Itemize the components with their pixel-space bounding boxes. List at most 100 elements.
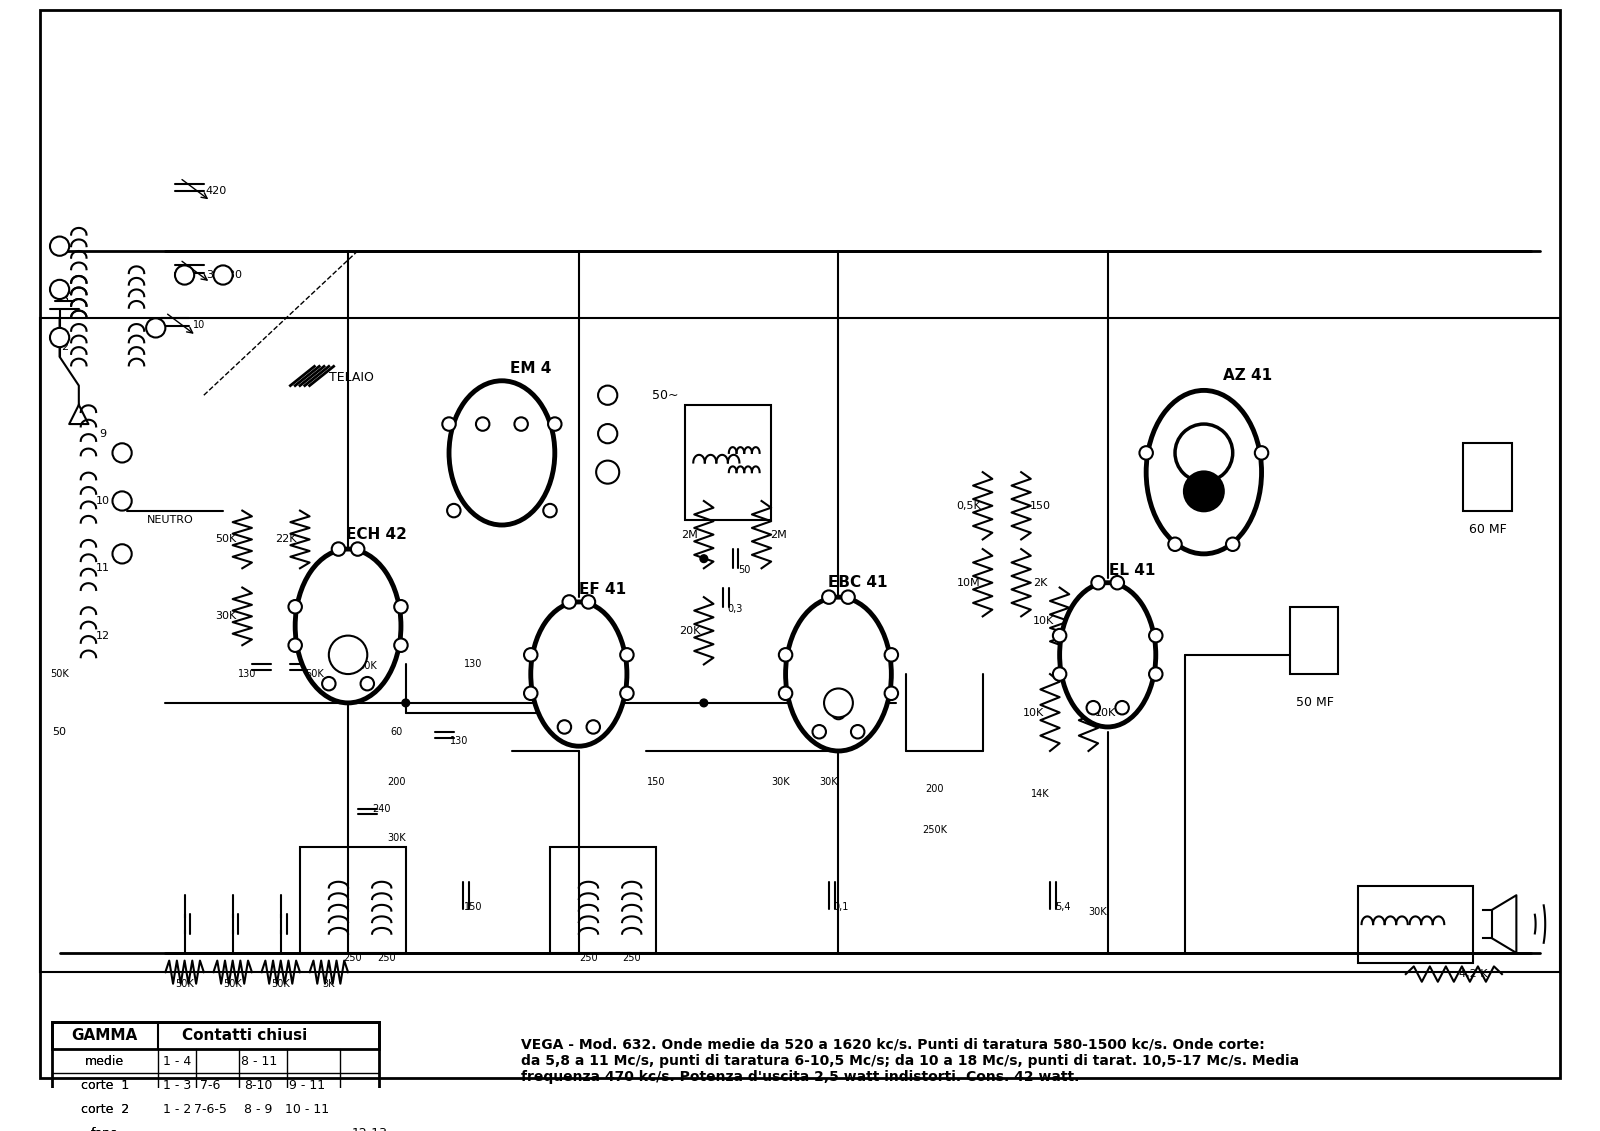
Circle shape	[515, 417, 528, 431]
Text: 150: 150	[1030, 501, 1051, 511]
Text: 22K: 22K	[275, 535, 296, 544]
Text: corte  1: corte 1	[80, 1079, 130, 1093]
Text: 1: 1	[1056, 631, 1062, 640]
Text: 130: 130	[222, 270, 243, 280]
Circle shape	[50, 236, 69, 256]
Text: 12: 12	[602, 467, 614, 477]
Text: 8: 8	[1118, 702, 1125, 713]
Text: 2M: 2M	[682, 529, 698, 539]
Circle shape	[779, 687, 792, 700]
Text: TELAIO: TELAIO	[330, 371, 374, 385]
Circle shape	[1149, 667, 1163, 681]
Text: 10: 10	[115, 497, 128, 506]
Text: 50K: 50K	[216, 535, 237, 544]
Ellipse shape	[294, 549, 402, 702]
Circle shape	[1139, 446, 1154, 459]
Text: 150: 150	[464, 901, 482, 912]
Text: 250: 250	[344, 952, 362, 962]
Text: 4: 4	[56, 241, 62, 251]
Text: 50K: 50K	[176, 978, 194, 988]
Circle shape	[1110, 576, 1125, 589]
Text: 1 - 2: 1 - 2	[163, 1103, 190, 1116]
Text: 60: 60	[390, 727, 402, 736]
Text: EL 41: EL 41	[1109, 563, 1155, 578]
Circle shape	[446, 504, 461, 517]
Text: 5: 5	[1094, 578, 1101, 588]
Text: 200: 200	[387, 777, 405, 787]
Text: 10K: 10K	[1094, 708, 1117, 717]
Circle shape	[885, 687, 898, 700]
Text: 4: 4	[61, 245, 67, 256]
Text: 50K: 50K	[224, 978, 242, 988]
Text: 1: 1	[528, 650, 534, 659]
Text: 8 - 11: 8 - 11	[240, 1055, 277, 1068]
Circle shape	[525, 687, 538, 700]
Circle shape	[621, 687, 634, 700]
Circle shape	[475, 417, 490, 431]
Circle shape	[822, 590, 835, 604]
Text: 2: 2	[782, 689, 789, 698]
Text: fono: fono	[91, 1128, 118, 1131]
Circle shape	[597, 460, 619, 484]
Text: 2: 2	[1056, 670, 1062, 679]
Text: 1: 1	[451, 506, 458, 516]
Circle shape	[322, 677, 336, 690]
Text: 4: 4	[1152, 670, 1158, 679]
Text: 1 - 3: 1 - 3	[163, 1079, 190, 1093]
Text: 30K: 30K	[387, 832, 405, 843]
Text: 10K: 10K	[1022, 708, 1045, 717]
Text: 6: 6	[586, 597, 592, 607]
Circle shape	[350, 543, 365, 555]
Bar	[685, 405, 771, 520]
Text: 50K: 50K	[272, 978, 290, 988]
Circle shape	[442, 417, 456, 431]
Text: 30K: 30K	[771, 777, 790, 787]
Circle shape	[360, 677, 374, 690]
Text: 8: 8	[590, 722, 597, 732]
Text: 30K: 30K	[1088, 907, 1107, 916]
Text: GAMMA: GAMMA	[72, 1028, 138, 1043]
Text: 200: 200	[925, 785, 944, 794]
Text: 7-6-5: 7-6-5	[194, 1103, 227, 1116]
Text: 4: 4	[1259, 448, 1264, 458]
Text: 130: 130	[450, 736, 467, 746]
Text: 2: 2	[446, 420, 453, 429]
Text: 9 - 11: 9 - 11	[288, 1079, 325, 1093]
Circle shape	[402, 699, 410, 707]
Circle shape	[582, 595, 595, 608]
Circle shape	[598, 386, 618, 405]
Circle shape	[50, 328, 69, 347]
Text: 20K: 20K	[678, 625, 701, 636]
Text: 5: 5	[552, 420, 558, 429]
Text: 0,1: 0,1	[834, 901, 850, 912]
Text: 2K: 2K	[1034, 578, 1048, 588]
Text: 3K: 3K	[323, 978, 334, 988]
Text: 50: 50	[738, 566, 750, 576]
Text: 240: 240	[373, 804, 390, 813]
Circle shape	[1053, 629, 1066, 642]
Circle shape	[394, 601, 408, 613]
Text: 60 MF: 60 MF	[1469, 524, 1507, 536]
Text: 3: 3	[56, 284, 62, 294]
Text: 5: 5	[826, 593, 832, 602]
Text: 9: 9	[835, 708, 842, 717]
Bar	[1464, 443, 1512, 510]
Circle shape	[1174, 424, 1232, 482]
Text: 250K: 250K	[922, 824, 947, 835]
Text: 10 - 11: 10 - 11	[285, 1103, 328, 1116]
Circle shape	[174, 266, 194, 285]
Text: 6: 6	[547, 506, 554, 516]
Text: EF 41: EF 41	[579, 582, 627, 597]
Circle shape	[621, 648, 634, 662]
Text: 8: 8	[854, 727, 861, 736]
Text: ECH 42: ECH 42	[347, 527, 408, 542]
Text: 14K: 14K	[1030, 789, 1050, 800]
Text: 10M: 10M	[957, 578, 981, 588]
Text: 420: 420	[206, 187, 227, 197]
Circle shape	[146, 318, 165, 337]
Text: 50K: 50K	[50, 670, 69, 679]
Circle shape	[813, 725, 826, 739]
Circle shape	[112, 491, 131, 510]
Text: 1: 1	[782, 650, 789, 659]
Text: 5: 5	[152, 322, 158, 333]
